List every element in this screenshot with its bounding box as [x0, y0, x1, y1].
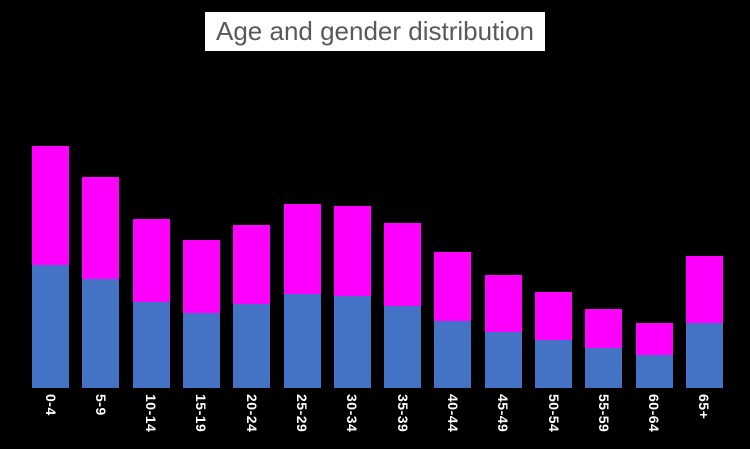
- bar-segment-magenta: [132, 218, 170, 303]
- stacked-bar-55-59: [585, 308, 623, 388]
- x-tick-label: 10-14: [143, 394, 160, 433]
- bar-segment-magenta: [233, 224, 271, 305]
- bar-segment-magenta: [635, 323, 673, 355]
- x-tick-label: 0-4: [42, 394, 59, 416]
- x-tick-label: 60-64: [646, 394, 663, 433]
- x-tick-label: 15-19: [193, 394, 210, 433]
- bar-segment-blue: [585, 348, 623, 388]
- x-tick-label: 30-34: [344, 394, 361, 433]
- bar-segment-blue: [434, 321, 472, 388]
- bar-segment-blue: [233, 304, 271, 388]
- stacked-bar-30-34: [333, 206, 371, 388]
- stacked-bar-5-9: [82, 176, 120, 388]
- stacked-bar-65+: [685, 256, 723, 388]
- bar-segment-magenta: [384, 222, 422, 307]
- stacked-bar-15-19: [182, 239, 220, 388]
- stacked-bar-0-4: [32, 145, 69, 388]
- bar-segment-blue: [484, 331, 522, 388]
- stacked-bar-50-54: [535, 291, 572, 388]
- bar-segment-magenta: [333, 206, 371, 297]
- x-tick-label: 35-39: [394, 394, 411, 433]
- x-tick-label: 65+: [696, 394, 713, 420]
- bar-segment-blue: [685, 323, 723, 388]
- bar-segment-blue: [32, 264, 69, 388]
- stacked-bar-40-44: [434, 252, 472, 388]
- bar-segment-magenta: [283, 204, 321, 294]
- stacked-bar-35-39: [384, 222, 422, 388]
- bar-segment-magenta: [434, 252, 472, 322]
- bar-segment-blue: [182, 312, 220, 388]
- x-tick-label: 50-54: [545, 394, 562, 433]
- bar-segment-blue: [535, 339, 572, 388]
- bar-segment-magenta: [32, 145, 69, 265]
- stacked-bar-10-14: [132, 218, 170, 388]
- bar-segment-blue: [132, 302, 170, 388]
- stacked-bar-25-29: [283, 204, 321, 388]
- x-tick-label: 40-44: [444, 394, 461, 433]
- x-tick-label: 55-59: [595, 394, 612, 433]
- x-tick-label: 45-49: [495, 394, 512, 433]
- stacked-bar-45-49: [484, 275, 522, 388]
- x-tick-label: 5-9: [92, 394, 109, 416]
- bar-segment-magenta: [182, 239, 220, 313]
- stacked-bar-60-64: [635, 323, 673, 388]
- bar-segment-blue: [635, 354, 673, 388]
- stacked-bar-20-24: [233, 224, 271, 388]
- bar-segment-blue: [82, 279, 120, 388]
- x-tick-label: 20-24: [243, 394, 260, 433]
- bar-segment-magenta: [535, 291, 572, 340]
- bar-segment-blue: [333, 296, 371, 388]
- bar-segment-magenta: [685, 256, 723, 324]
- bar-segment-blue: [384, 306, 422, 388]
- bar-segment-magenta: [585, 308, 623, 349]
- bar-segment-magenta: [82, 176, 120, 280]
- bar-segment-magenta: [484, 275, 522, 332]
- bar-segment-blue: [283, 293, 321, 388]
- x-tick-label: 25-29: [294, 394, 310, 433]
- chart-title: Age and gender distribution: [204, 12, 546, 51]
